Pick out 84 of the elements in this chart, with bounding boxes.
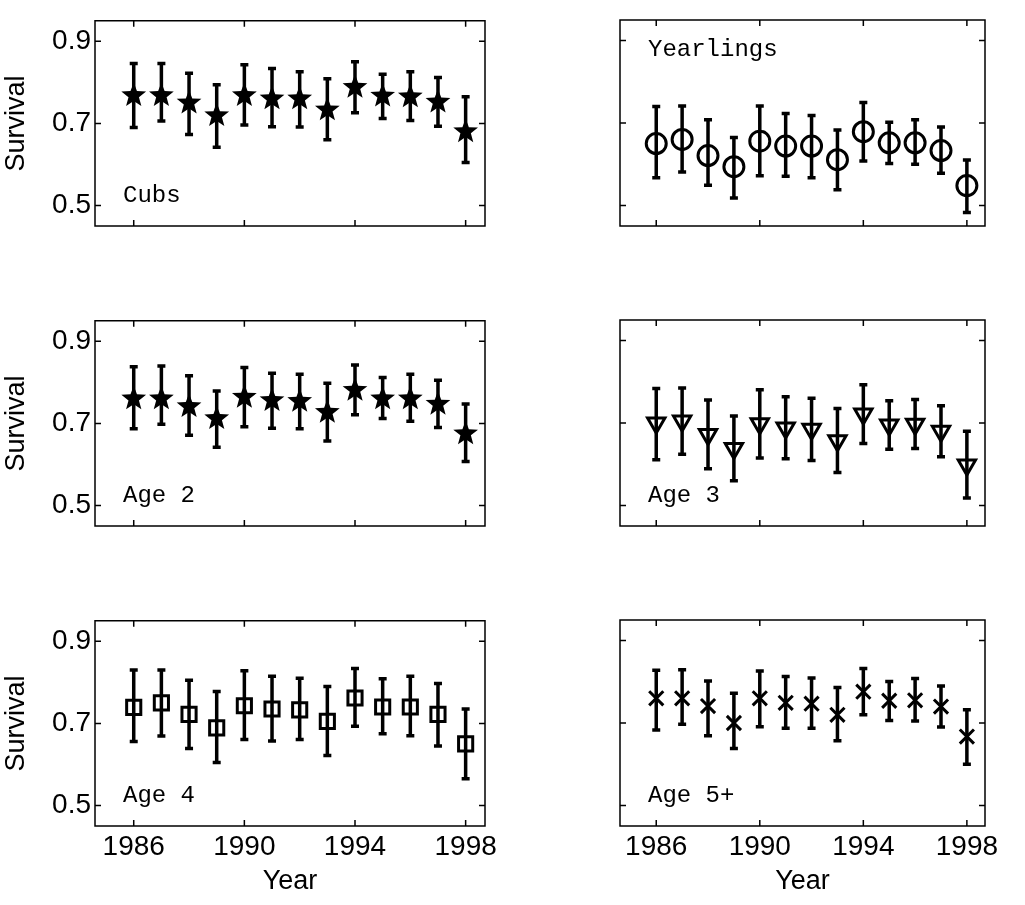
point bbox=[879, 418, 900, 437]
y-tick-label: 0.7 bbox=[52, 106, 91, 138]
point bbox=[904, 417, 926, 436]
point bbox=[208, 719, 226, 737]
point bbox=[930, 424, 952, 443]
point bbox=[877, 131, 901, 155]
point bbox=[401, 698, 419, 716]
point bbox=[825, 148, 849, 172]
y-tick-label: 0.5 bbox=[52, 488, 91, 520]
x-tick-label: 1998 bbox=[935, 829, 999, 861]
x-tick-label: 1994 bbox=[832, 829, 895, 861]
point bbox=[800, 134, 824, 158]
point bbox=[342, 74, 368, 98]
point bbox=[125, 698, 143, 716]
y-tick-label: 0.9 bbox=[52, 324, 91, 356]
point bbox=[802, 695, 821, 713]
annotation: Yearlings bbox=[648, 36, 778, 64]
point bbox=[828, 706, 847, 724]
point bbox=[647, 689, 665, 707]
point bbox=[425, 89, 451, 113]
point bbox=[318, 712, 336, 730]
point bbox=[748, 129, 772, 153]
point bbox=[775, 421, 796, 440]
point bbox=[801, 422, 822, 441]
point bbox=[777, 694, 795, 712]
point bbox=[854, 683, 872, 701]
annotation: Age 2 bbox=[123, 482, 196, 510]
point bbox=[956, 458, 978, 477]
point bbox=[342, 377, 368, 401]
point bbox=[263, 700, 281, 718]
point bbox=[751, 689, 769, 707]
point bbox=[671, 414, 693, 433]
point bbox=[152, 694, 170, 712]
y-axis-title: Survival bbox=[0, 675, 30, 772]
annotation: Age 3 bbox=[648, 482, 721, 510]
x-tick-label: 1986 bbox=[102, 829, 165, 861]
point bbox=[827, 434, 848, 453]
point bbox=[958, 728, 976, 746]
x-tick-label: 1986 bbox=[625, 829, 688, 861]
y-tick-label: 0.7 bbox=[52, 706, 91, 738]
y-tick-label: 0.5 bbox=[52, 188, 91, 220]
annotation: Cubs bbox=[123, 182, 181, 210]
x-axis-title: Year bbox=[775, 865, 830, 896]
point bbox=[291, 701, 309, 719]
x-axis-title: Year bbox=[262, 865, 318, 896]
point bbox=[180, 705, 198, 723]
y-axis-title: Survival bbox=[0, 75, 30, 172]
point bbox=[346, 689, 364, 707]
x-tick-label: 1998 bbox=[434, 829, 497, 861]
point bbox=[774, 134, 798, 158]
point bbox=[851, 120, 875, 144]
point bbox=[880, 692, 898, 710]
point bbox=[955, 174, 979, 198]
point bbox=[673, 689, 691, 707]
y-tick-label: 0.5 bbox=[52, 788, 91, 820]
y-tick-label: 0.9 bbox=[52, 624, 91, 656]
point bbox=[722, 155, 746, 179]
point bbox=[644, 132, 668, 156]
annotation: Age 4 bbox=[123, 782, 196, 810]
point bbox=[235, 697, 253, 715]
point bbox=[374, 698, 392, 716]
point bbox=[259, 387, 285, 411]
point bbox=[457, 735, 475, 753]
point bbox=[903, 131, 927, 155]
annotation: Age 5+ bbox=[648, 782, 735, 810]
point bbox=[425, 391, 451, 415]
point bbox=[749, 417, 770, 436]
x-tick-label: 1990 bbox=[213, 829, 276, 861]
point bbox=[699, 697, 717, 715]
point bbox=[932, 697, 950, 716]
y-tick-label: 0.9 bbox=[52, 24, 91, 56]
y-tick-label: 0.7 bbox=[52, 406, 91, 438]
point bbox=[853, 407, 874, 426]
point bbox=[696, 144, 720, 168]
x-tick-label: 1994 bbox=[323, 829, 387, 861]
point bbox=[725, 714, 743, 732]
x-tick-label: 1990 bbox=[728, 829, 791, 861]
point bbox=[646, 416, 667, 435]
point bbox=[670, 127, 694, 151]
point bbox=[906, 691, 924, 709]
y-axis-title: Survival bbox=[0, 375, 30, 472]
point bbox=[929, 139, 953, 163]
point bbox=[429, 705, 447, 723]
point bbox=[176, 393, 202, 418]
